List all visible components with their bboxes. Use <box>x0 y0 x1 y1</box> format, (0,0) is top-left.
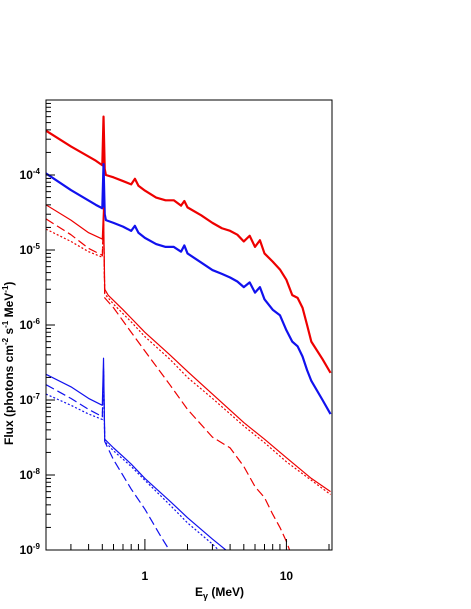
series-layer <box>46 115 332 550</box>
y-tick-label-exponent: -5 <box>33 242 41 251</box>
y-axis-title-s2: -1 <box>1 320 10 328</box>
y-tick-label-exponent: -9 <box>33 542 41 551</box>
series-line-8 <box>46 369 220 550</box>
series-line-2 <box>46 162 332 415</box>
x-axis-title-main: E <box>195 585 203 599</box>
x-tick-label: 10 <box>280 569 294 583</box>
y-tick-label-base: 10 <box>20 468 34 482</box>
y-axis-title-c: MeV <box>2 293 16 321</box>
y-tick-label: 10-5 <box>20 242 41 257</box>
y-tick-label: 10-6 <box>20 317 41 332</box>
series-line-1 <box>46 115 332 374</box>
x-axis-title-rest: (MeV) <box>208 585 244 599</box>
y-axis-title-s1: -2 <box>1 337 10 345</box>
y-axis-title-s3: -1 <box>1 285 10 293</box>
series-line-3 <box>46 204 331 493</box>
y-tick-label: 10-4 <box>20 167 41 182</box>
y-axis-title-a: Flux (photons cm <box>2 345 16 445</box>
y-axis-title-b: s <box>2 328 16 338</box>
series-line-6 <box>46 357 227 550</box>
y-axis-title: Flux (photons cm-2 s-1 MeV-1) <box>1 282 16 445</box>
y-tick-label-exponent: -4 <box>33 167 41 176</box>
series-line-5 <box>46 219 331 495</box>
y-tick-label-exponent: -8 <box>33 467 41 476</box>
x-axis-title-sub: γ <box>203 591 208 601</box>
axis-ticks <box>45 102 330 551</box>
y-axis-title-d: ) <box>2 282 16 286</box>
y-tick-label: 10-8 <box>20 467 41 482</box>
plot-frame <box>45 99 333 551</box>
y-tick-label-base: 10 <box>20 543 34 557</box>
x-axis-title: Eγ (MeV) <box>195 585 244 601</box>
y-tick-label: 10-7 <box>20 392 41 407</box>
y-tick-label: 10-9 <box>20 542 41 557</box>
y-tick-label-exponent: -6 <box>33 317 41 326</box>
y-tick-label-base: 10 <box>20 318 34 332</box>
y-tick-label-exponent: -7 <box>33 392 41 401</box>
series-line-4 <box>46 218 291 550</box>
x-tick-label: 1 <box>142 569 149 583</box>
y-tick-label-base: 10 <box>20 243 34 257</box>
y-tick-label-base: 10 <box>20 393 34 407</box>
y-tick-label-base: 10 <box>20 168 34 182</box>
series-line-7 <box>46 368 170 550</box>
